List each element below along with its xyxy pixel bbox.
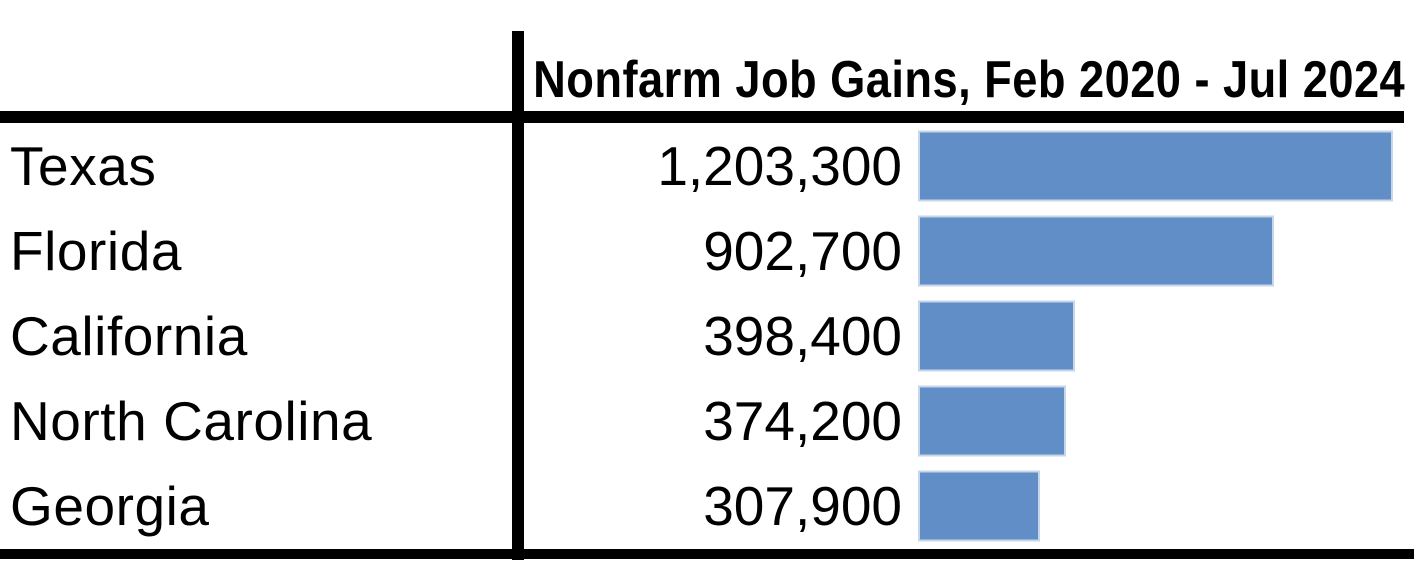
- chart-rows: Texas 1,203,300 Florida 902,700 Californ…: [0, 123, 1414, 549]
- table-row: Texas 1,203,300: [0, 123, 1414, 208]
- bar: [918, 300, 1075, 372]
- state-label: Florida: [10, 219, 182, 282]
- state-label: Georgia: [10, 475, 210, 538]
- table-row: California 398,400: [0, 293, 1414, 378]
- value-label: 398,400: [703, 305, 902, 367]
- header-separator-line: [0, 111, 1404, 123]
- bar: [918, 470, 1040, 542]
- table-row: Georgia 307,900: [0, 464, 1414, 549]
- bar: [918, 215, 1274, 287]
- chart-header: Nonfarm Job Gains, Feb 2020 - Jul 2024: [524, 48, 1414, 112]
- table-row: Florida 902,700: [0, 208, 1414, 293]
- column-divider-line: [512, 31, 524, 560]
- state-label: California: [10, 305, 248, 367]
- chart-title: Nonfarm Job Gains, Feb 2020 - Jul 2024: [532, 51, 1406, 109]
- state-label: North Carolina: [10, 390, 373, 453]
- bar: [918, 385, 1066, 457]
- state-label: Texas: [10, 134, 157, 197]
- value-label: 1,203,300: [657, 134, 902, 197]
- value-label: 902,700: [703, 219, 902, 282]
- value-label: 374,200: [703, 390, 902, 453]
- value-label: 307,900: [703, 475, 902, 538]
- bottom-border-line: [0, 549, 1414, 559]
- table-row: North Carolina 374,200: [0, 379, 1414, 464]
- bar: [918, 130, 1393, 202]
